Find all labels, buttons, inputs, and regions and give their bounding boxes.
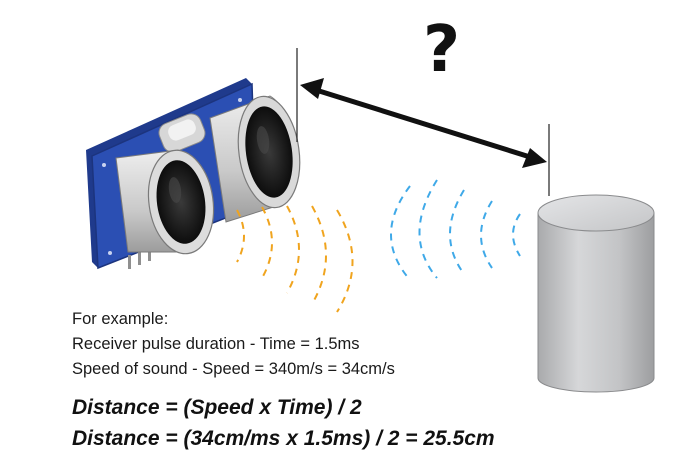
distance-calculation: Distance = (34cm/ms x 1.5ms) / 2 = 25.5c…: [72, 427, 495, 450]
distance-formula: Distance = (Speed x Time) / 2: [72, 396, 362, 419]
distance-arrow: [300, 78, 547, 168]
ultrasonic-sensor-icon: [86, 78, 301, 270]
receiver-transducer: [209, 95, 301, 223]
emitted-sound-waves: [236, 205, 354, 313]
unknown-distance-question-mark: ?: [423, 13, 461, 87]
pulse-duration-line: Receiver pulse duration - Time = 1.5ms: [72, 335, 360, 353]
reflected-sound-waves: [390, 179, 521, 281]
speed-of-sound-line: Speed of sound - Speed = 340m/s = 34cm/s: [72, 360, 395, 378]
cylinder-object-icon: [537, 194, 655, 393]
example-heading: For example:: [72, 310, 169, 328]
emitter-transducer: [115, 149, 215, 255]
